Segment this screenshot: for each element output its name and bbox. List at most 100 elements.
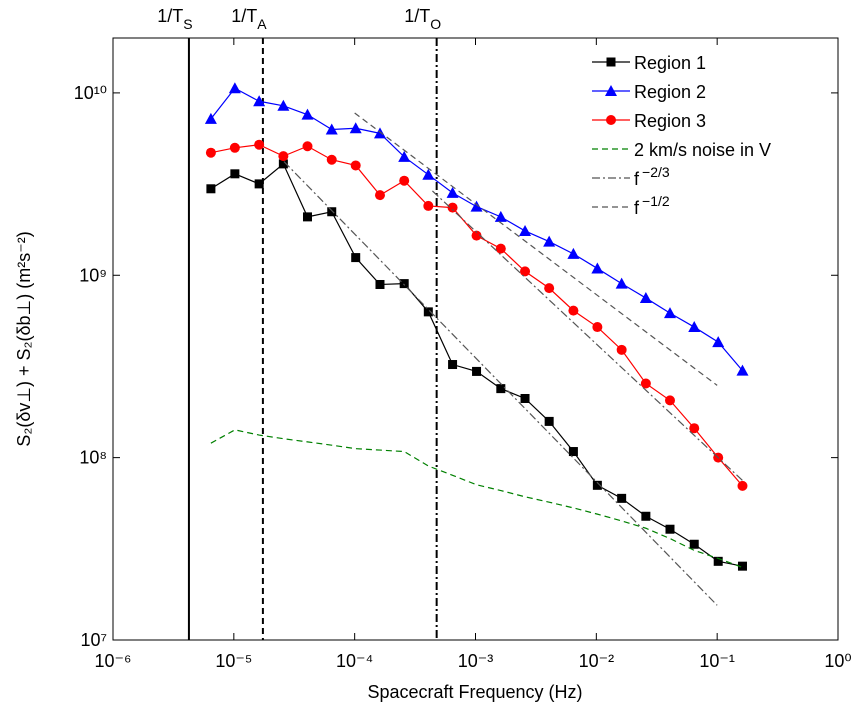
marker: [422, 168, 435, 180]
legend-entry: Region 3: [592, 111, 706, 131]
reference-label-text: 1/T: [404, 6, 430, 26]
legend-entry: 2 km/s noise in V: [592, 140, 771, 160]
marker: [325, 123, 338, 135]
marker: [737, 561, 747, 571]
marker: [373, 127, 386, 139]
marker: [494, 210, 507, 222]
legend-label-text: Region 1: [634, 53, 706, 73]
marker: [689, 539, 699, 549]
marker: [639, 292, 652, 304]
marker: [640, 378, 651, 389]
series-line: [210, 429, 743, 568]
marker: [495, 243, 506, 254]
marker: [228, 82, 241, 94]
marker: [543, 235, 556, 247]
marker: [351, 253, 361, 263]
legend-label: 2 km/s noise in V: [634, 140, 771, 160]
marker: [254, 179, 264, 189]
marker: [520, 393, 530, 403]
y-tick-label: 10⁸: [79, 448, 107, 468]
marker: [326, 154, 337, 165]
marker: [399, 175, 410, 186]
marker: [302, 212, 312, 222]
x-tick-label: 10⁻⁴: [336, 651, 373, 671]
marker: [736, 364, 749, 376]
marker: [448, 360, 458, 370]
legend-entry: f −1/2: [592, 193, 670, 218]
legend-label-sup: −1/2: [642, 193, 670, 209]
marker: [617, 493, 627, 503]
marker: [616, 344, 627, 355]
marker: [229, 142, 240, 153]
marker: [470, 200, 483, 212]
marker: [204, 112, 217, 124]
y-axis-label: S₂(δv⊥) + S₂(δb⊥) (m²s⁻²): [14, 231, 34, 446]
marker: [350, 160, 361, 171]
marker: [278, 159, 288, 169]
reference-label: 1/TS: [157, 6, 192, 32]
y-tick-label: 10¹⁰: [74, 83, 107, 103]
marker: [591, 262, 604, 274]
marker: [713, 556, 723, 566]
marker: [567, 247, 580, 259]
marker: [254, 139, 265, 150]
marker: [615, 277, 628, 289]
marker: [206, 184, 216, 194]
marker: [423, 307, 433, 317]
series-line: [210, 162, 743, 567]
marker: [375, 279, 385, 289]
marker: [349, 122, 362, 134]
marker: [472, 366, 482, 376]
marker: [737, 480, 748, 491]
marker: [592, 322, 603, 333]
marker: [688, 321, 701, 333]
marker: [520, 266, 531, 277]
marker: [398, 150, 411, 162]
marker: [230, 169, 240, 179]
marker: [277, 99, 290, 111]
marker: [278, 151, 289, 162]
legend-label-text: f: [634, 198, 640, 218]
legend-label-sup: −2/3: [642, 164, 670, 180]
reference-label-sub: S: [183, 16, 192, 32]
legend-label: f −1/2: [634, 193, 670, 218]
marker: [374, 190, 385, 201]
marker: [327, 207, 337, 217]
marker: [447, 202, 458, 213]
legend-label: f −2/3: [634, 164, 670, 189]
x-tick-label: 10⁻⁵: [215, 651, 252, 671]
marker: [471, 230, 482, 241]
x-tick-label: 10⁻²: [579, 651, 615, 671]
marker: [663, 307, 676, 319]
marker: [496, 384, 506, 394]
marker: [641, 511, 651, 521]
legend-label: Region 2: [634, 82, 706, 102]
legend-entry: f −2/3: [592, 164, 670, 189]
marker: [665, 524, 675, 534]
legend-marker: [606, 57, 616, 67]
reference-label-sub: A: [257, 16, 267, 32]
legend-label: Region 1: [634, 53, 706, 73]
legend-label-text: Region 2: [634, 82, 706, 102]
marker: [568, 447, 578, 457]
series-line: [283, 161, 718, 606]
marker: [689, 423, 700, 434]
marker: [423, 200, 434, 211]
x-tick-label: 10⁰: [824, 651, 851, 671]
series-line: [432, 190, 743, 481]
reference-label-text: 1/T: [231, 6, 257, 26]
legend-marker: [606, 115, 616, 125]
legend-label-text: f: [634, 169, 640, 189]
marker: [519, 224, 532, 236]
reference-label: 1/TO: [404, 6, 441, 32]
marker: [205, 147, 216, 158]
x-tick-label: 10⁻³: [458, 651, 494, 671]
marker: [399, 279, 409, 289]
reference-label: 1/TA: [231, 6, 267, 32]
legend-marker: [605, 85, 617, 96]
series-line: [354, 112, 718, 386]
marker: [544, 283, 555, 294]
marker: [568, 305, 579, 316]
